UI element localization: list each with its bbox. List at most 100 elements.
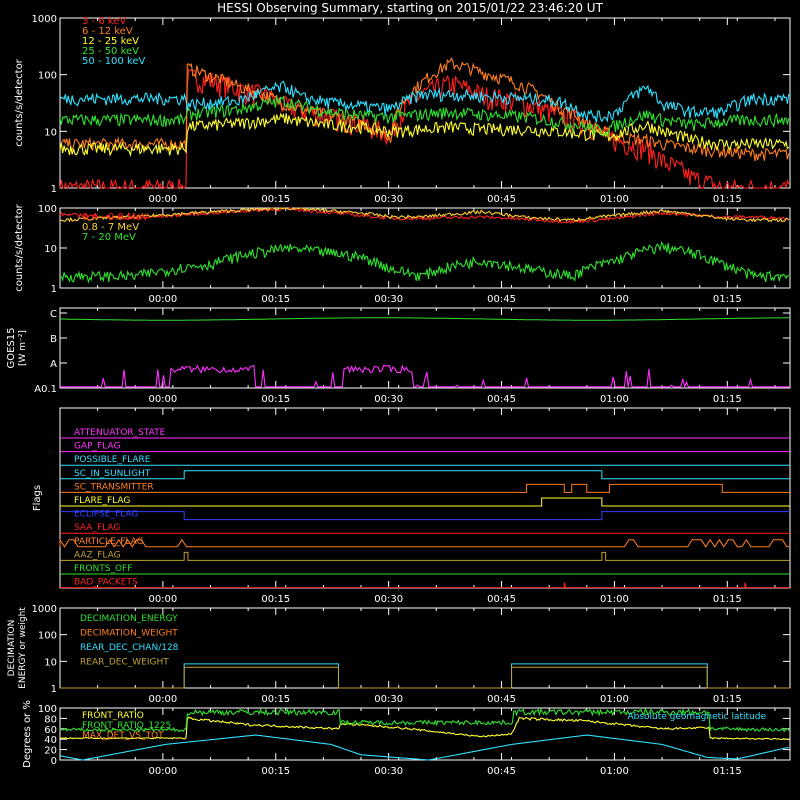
x-tick-label-5: 01:00 — [600, 394, 629, 405]
p2-series-1 — [59, 207, 790, 224]
p5-legend-2: DECIMATION_WEIGHT — [80, 629, 178, 639]
y-tick-label: 10 — [44, 244, 57, 255]
p6-series-2 — [59, 707, 790, 733]
p5-ylabel2: ENERGY or weight — [18, 607, 28, 689]
x-tick-label-2: 00:15 — [261, 294, 290, 305]
x-tick-label-5: 01:00 — [600, 294, 629, 305]
x-tick-label-6: 01:15 — [713, 766, 742, 777]
x-tick-label-3: 00:30 — [374, 594, 403, 605]
p2-ylabel: counts/s/detector — [14, 203, 25, 291]
y-tick-label: C — [50, 309, 57, 320]
p1-ylabel: counts/s/detector — [14, 58, 25, 146]
p6-series-1 — [59, 716, 789, 741]
data-layer — [59, 57, 790, 761]
p2-series-3 — [59, 241, 790, 284]
x-tick-label-5: 01:00 — [600, 694, 629, 705]
x-tick-label-6: 01:15 — [713, 694, 742, 705]
flag-label-10: AAZ_FLAG — [74, 550, 121, 560]
panel-frame-1 — [59, 17, 791, 189]
x-tick-label-4: 00:45 — [487, 694, 516, 705]
p2-legend-3: 7 - 20 MeV — [82, 232, 136, 243]
p1-legend-2: 6 - 12 keV — [82, 26, 133, 37]
x-tick-label-6: 01:15 — [713, 394, 742, 405]
x-tick-label-3: 00:30 — [374, 394, 403, 405]
x-tick-label-4: 00:45 — [487, 766, 516, 777]
panel-frame-3 — [59, 307, 791, 389]
y-tick-label: 10 — [44, 657, 57, 668]
x-tick-label-4: 00:45 — [487, 594, 516, 605]
p3-ylabel2: [W m⁻²] — [18, 330, 28, 366]
y-tick-label: 1 — [51, 284, 57, 295]
flag-line-7 — [60, 511, 790, 521]
x-tick-label-2: 00:15 — [261, 766, 290, 777]
x-tick-label-2: 00:15 — [261, 594, 290, 605]
flag-line-10 — [60, 551, 790, 561]
p1-legend-4: 25 - 50 keV — [82, 46, 139, 57]
y-tick-label: 80 — [44, 714, 57, 725]
y-tick-label: B — [50, 334, 57, 345]
x-tick-label-3: 00:30 — [374, 766, 403, 777]
y-tick-label: 60 — [44, 725, 57, 736]
p6-legend-2: FRONT_RATIO_1225 — [82, 721, 171, 731]
x-tick-label-6: 01:15 — [713, 194, 742, 205]
flag-line-4 — [60, 470, 790, 480]
figure-title: HESSI Observing Summary, starting on 201… — [217, 1, 603, 15]
flag-label-3: POSSIBLE_FLARE — [74, 455, 151, 465]
y-tick-label: 1 — [51, 684, 57, 695]
p2-legend-2: 0.8 - 7 MeV — [82, 222, 139, 233]
x-tick-label-4: 00:45 — [487, 294, 516, 305]
p6-series-3 — [59, 734, 789, 761]
p3-ylabel: GOES15 — [6, 327, 17, 368]
y-tick-label: 10 — [44, 127, 57, 138]
p2-series-2 — [59, 206, 790, 223]
label-layer: 00:00 00:15 00:30 00:45 01:00 01:15 00:00 00:15… — [6, 14, 766, 777]
goes-long-line — [60, 364, 790, 389]
p5-ylabel: DECIMATION — [7, 620, 17, 677]
x-tick-label-5: 01:00 — [600, 594, 629, 605]
x-tick-label-2: 00:15 — [261, 194, 290, 205]
flag-label-6: FLARE_FLAG — [74, 496, 130, 506]
p1-series-4 — [59, 94, 790, 136]
y-tick-label: 1 — [51, 184, 57, 195]
flag-label-7: ECLIPSE_FLAG — [74, 510, 138, 520]
p6-legend-1: FRONT_RATIO — [82, 711, 144, 721]
y-tick-label: 100 — [38, 71, 57, 82]
flag-line-9 — [59, 538, 790, 548]
flag-line-5 — [60, 483, 790, 493]
x-tick-label-2: 00:15 — [261, 394, 290, 405]
x-tick-label-5: 01:00 — [600, 194, 629, 205]
p2-legend-1: 0.4 - 0.8 MeV — [82, 212, 149, 223]
x-tick-label-6: 01:15 — [713, 294, 742, 305]
p1-legend-3: 12 - 25 keV — [82, 36, 139, 47]
p1-series-1 — [59, 68, 790, 190]
p1-legend-5: 50 - 100 keV — [82, 56, 146, 67]
x-tick-label-3: 00:30 — [374, 694, 403, 705]
p5-series-2 — [60, 666, 790, 689]
flag-label-9: PARTICLE_FLAG — [74, 537, 144, 547]
p6-legend-3: MAX_DET_VS_TOT — [82, 731, 164, 741]
y-tick-label: A0.1 — [34, 384, 57, 395]
p6-ylabel: Degrees or % — [22, 700, 33, 768]
y-tick-label: A — [50, 359, 57, 370]
y-tick-label: 100 — [38, 704, 57, 715]
p5-legend-1: DECIMATION_ENERGY — [80, 614, 178, 624]
x-tick-label-3: 00:30 — [374, 294, 403, 305]
flag-label-8: SAA_FLAG — [74, 523, 120, 533]
x-tick-label-2: 00:15 — [261, 694, 290, 705]
x-tick-label-6: 01:15 — [713, 594, 742, 605]
x-tick-label-1: 00:00 — [148, 194, 177, 205]
flag-label-4: SC_IN_SUNLIGHT — [74, 469, 151, 479]
flag-line-12 — [60, 582, 790, 589]
p1-series-5 — [59, 80, 790, 123]
x-tick-label-1: 00:00 — [148, 394, 177, 405]
y-tick-label: 1000 — [32, 604, 57, 615]
y-tick-label: 100 — [38, 204, 57, 215]
flag-label-1: ATTENUATOR_STATE — [74, 428, 166, 438]
x-tick-label-1: 00:00 — [148, 766, 177, 777]
x-tick-label-5: 01:00 — [600, 766, 629, 777]
x-tick-label-1: 00:00 — [148, 294, 177, 305]
axes-layer — [59, 17, 791, 761]
y-tick-label: 100 — [38, 631, 57, 642]
p1-legend-1: 3 - 6 keV — [82, 16, 126, 27]
